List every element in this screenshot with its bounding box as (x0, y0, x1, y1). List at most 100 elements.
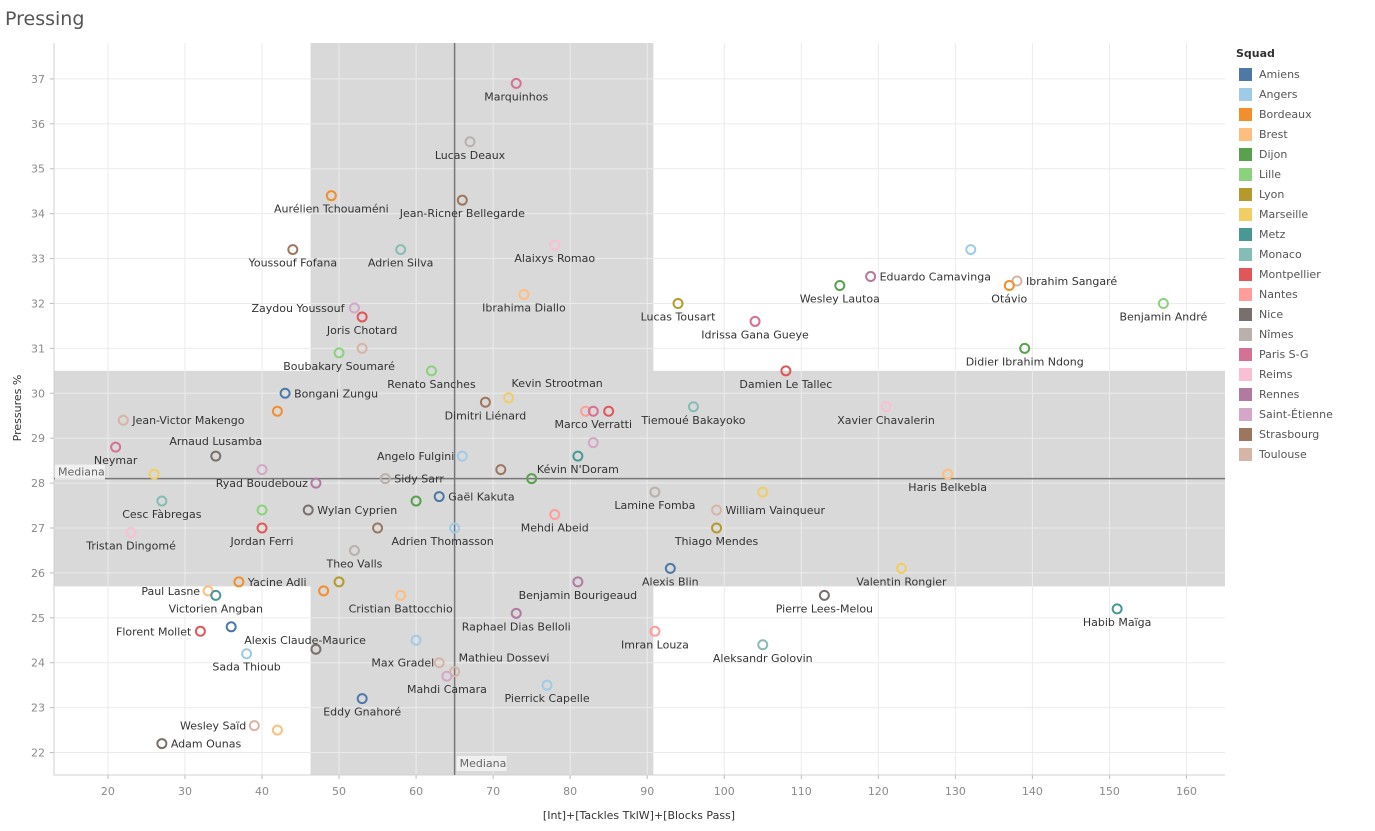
data-point (156, 495, 168, 507)
y-tick-label: 30 (31, 387, 45, 400)
point-label: Jean-Ricner Bellegarde (399, 207, 525, 220)
point-label: Max Gradel (371, 657, 434, 670)
legend-item[interactable]: Nice (1236, 304, 1366, 324)
legend-label: Nîmes (1259, 327, 1294, 341)
legend-item[interactable]: Monaco (1236, 244, 1366, 264)
data-point (780, 365, 792, 377)
point-label: Wesley Saïd (180, 720, 246, 733)
data-point (449, 666, 461, 678)
data-point (711, 504, 723, 516)
legend-item[interactable]: Rennes (1236, 384, 1366, 404)
data-point (279, 387, 291, 399)
x-median-label: Mediana (460, 757, 507, 770)
legend-item[interactable]: Angers (1236, 84, 1366, 104)
point-label: Gaël Kakuta (448, 491, 514, 504)
data-point (456, 194, 468, 206)
point-label: Eduardo Camavinga (880, 271, 991, 284)
data-points (110, 77, 1169, 750)
data-point (503, 392, 515, 404)
data-point (464, 136, 476, 148)
legend-title: Squad (1236, 47, 1275, 60)
data-point (541, 679, 553, 691)
legend-item[interactable]: Nantes (1236, 284, 1366, 304)
point-label: Ibrahim Sangaré (1026, 275, 1117, 288)
legend-item[interactable]: Lyon (1236, 184, 1366, 204)
page-title: Pressing (5, 8, 85, 30)
data-point (287, 244, 299, 256)
legend-item[interactable]: Marseille (1236, 204, 1366, 224)
point-label: Jordan Ferri (230, 535, 294, 548)
y-tick-label: 34 (31, 208, 45, 221)
point-label: Boubakary Soumaré (283, 360, 395, 373)
data-point (117, 414, 129, 426)
point-label: Otávio (991, 293, 1027, 306)
legend-swatch (1239, 67, 1252, 81)
point-label: Adam Ounas (171, 738, 242, 751)
legend-label: Paris S-G (1259, 347, 1309, 361)
y-tick-label: 22 (31, 747, 45, 760)
legend-item[interactable]: Reims (1236, 364, 1366, 384)
x-tick-label: 90 (640, 785, 654, 798)
legend-swatch (1239, 127, 1252, 141)
x-tick-label: 130 (945, 785, 966, 798)
x-tick-label: 50 (332, 785, 346, 798)
legend-swatch (1239, 227, 1252, 241)
point-label: Renato Sanches (387, 378, 476, 391)
point-label: Xavier Chavalerin (837, 414, 935, 427)
legend-label: Metz (1259, 227, 1286, 241)
legend-item[interactable]: Montpellier (1236, 264, 1366, 284)
data-point (241, 648, 253, 660)
data-point (125, 526, 137, 538)
legend-item[interactable]: Lille (1236, 164, 1366, 184)
legend-item[interactable]: Toulouse (1236, 444, 1366, 464)
point-label: Didier Ibrahim Ndong (966, 355, 1084, 368)
legend-item[interactable]: Strasbourg (1236, 424, 1366, 444)
data-point (379, 473, 391, 485)
legend-swatch (1239, 387, 1252, 401)
x-axis-title: [Int]+[Tackles TklW]+[Blocks Pass] (543, 809, 735, 822)
legend-items: Amiens Angers Bordeaux Brest Dijon Lille Lyon M… (1236, 64, 1366, 464)
legend-label: Brest (1259, 127, 1288, 141)
point-label: Kevin Strootman (512, 377, 603, 390)
point-label: Youssouf Fofana (248, 257, 337, 270)
legend-item[interactable]: Nîmes (1236, 324, 1366, 344)
data-point (348, 302, 360, 314)
data-point (711, 522, 723, 534)
data-point (510, 607, 522, 619)
legend-label: Angers (1259, 87, 1298, 101)
legend-item[interactable]: Brest (1236, 124, 1366, 144)
y-median-label: Mediana (58, 466, 105, 479)
point-label: Kévin N'Doram (537, 463, 619, 476)
data-point (256, 522, 268, 534)
data-point (410, 634, 422, 646)
legend-item[interactable]: Saint-Étienne (1236, 404, 1366, 424)
data-point (1157, 297, 1169, 309)
point-label: Imran Louza (621, 638, 689, 651)
point-label: Tiemoué Bakayoko (640, 414, 745, 427)
data-point (302, 504, 314, 516)
axes: 20 30 40 50 60 70 80 90 100 110 120 130 140 150 160 22 2… (31, 43, 1225, 798)
legend-item[interactable]: Metz (1236, 224, 1366, 244)
legend-item[interactable]: Dijon (1236, 144, 1366, 164)
legend-swatch (1239, 107, 1252, 121)
legend-item[interactable]: Paris S-G (1236, 344, 1366, 364)
legend-swatch (1239, 347, 1252, 361)
y-tick-label: 23 (31, 702, 45, 715)
legend-label: Toulouse (1259, 447, 1307, 461)
legend-label: Reims (1259, 367, 1293, 381)
legend-item[interactable]: Amiens (1236, 64, 1366, 84)
y-tick-label: 37 (31, 73, 45, 86)
legend-label: Montpellier (1259, 267, 1321, 281)
point-label: Pierrick Capelle (505, 692, 590, 705)
point-label: Florent Mollet (116, 625, 192, 638)
point-label: Damien Le Tallec (739, 378, 832, 391)
legend-label: Monaco (1259, 247, 1302, 261)
legend-label: Strasbourg (1259, 427, 1320, 441)
point-label: Benjamin Bourigeaud (519, 589, 638, 602)
point-label: Eddy Gnahoré (323, 706, 401, 719)
data-point (749, 315, 761, 327)
data-point (325, 190, 337, 202)
point-label: Victorien Angban (169, 602, 263, 615)
legend-item[interactable]: Bordeaux (1236, 104, 1366, 124)
x-tick-label: 160 (1176, 785, 1197, 798)
